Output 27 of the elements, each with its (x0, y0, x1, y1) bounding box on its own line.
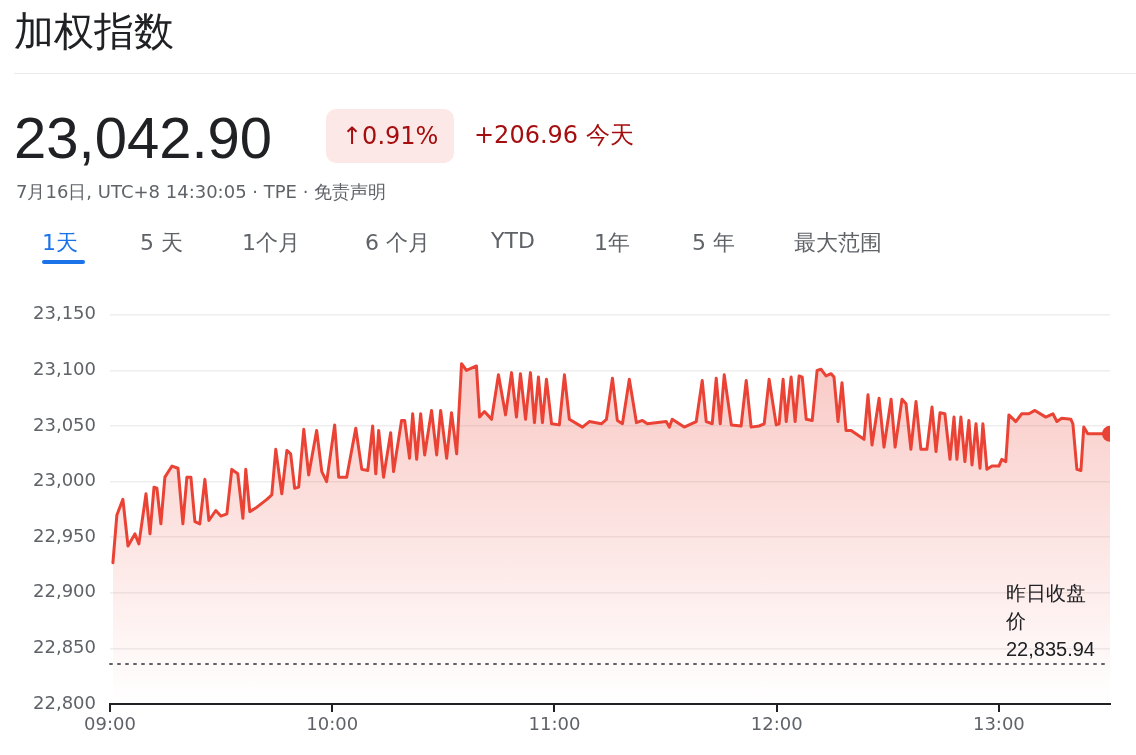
y-tick-label: 23,000 (33, 469, 96, 491)
ref-line-label: 昨日收盘价 22,835.94 (1005, 582, 1095, 661)
y-tick-label: 23,150 (33, 302, 96, 324)
x-tick-label: 11:00 (528, 713, 581, 735)
y-tick-label: 22,850 (33, 636, 96, 658)
y-tick-label: 23,100 (33, 358, 96, 380)
y-tick-label: 22,900 (33, 580, 96, 602)
text: 23,042.90 (14, 104, 273, 171)
text: 最大范围 (794, 229, 882, 257)
x-tick-label: 10:00 (306, 713, 359, 735)
text: 1年 (594, 229, 630, 257)
x-tick-label: 12:00 (750, 713, 803, 735)
text: 6 个月 (365, 229, 430, 257)
text: 1个月 (242, 229, 300, 257)
chart-subtitle: 7月16日, UTC+8 14:30:05 · TPE · 免责声明 (16, 180, 387, 204)
y-tick-label: 22,950 (33, 524, 96, 546)
text: 5 天 (140, 229, 183, 257)
text: YTD (491, 228, 535, 253)
y-tick-label: 23,050 (33, 413, 96, 435)
text: 1天 (42, 229, 78, 257)
x-tick-label: 09:00 (84, 713, 136, 735)
chart-title: 加权指数 (14, 7, 174, 56)
y-tick-label: 22,800 (33, 691, 96, 713)
text: 5 年 (692, 229, 735, 257)
x-tick-label: 13:00 (972, 713, 1025, 735)
text: ↑0.91% (326, 109, 455, 163)
text: +206.96 今天 (474, 120, 634, 151)
